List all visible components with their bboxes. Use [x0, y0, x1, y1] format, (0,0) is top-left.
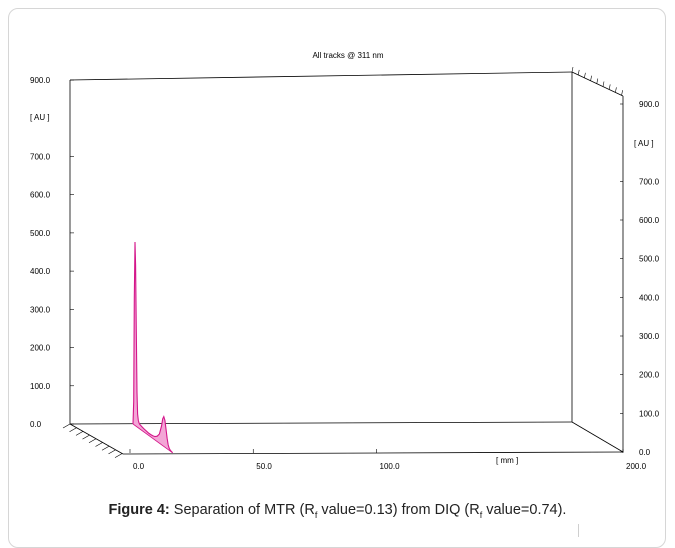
depth-tick-front — [82, 434, 90, 440]
left-tick-label: 100.0 — [30, 382, 51, 391]
left-tick-label: 200.0 — [30, 344, 51, 353]
left-tick-label: 900.0 — [30, 76, 51, 85]
depth-tick-back — [596, 78, 599, 84]
caption-divider — [578, 524, 579, 537]
caption-text-1: Separation of MTR (R — [173, 502, 315, 518]
caption-label: Figure 4: — [108, 502, 170, 518]
depth-tick-back — [621, 90, 623, 96]
left-axis-unit: [ AU ] — [30, 113, 50, 122]
depth-tick-back — [608, 84, 611, 90]
depth-tick-back — [602, 81, 605, 87]
depth-tick-back — [577, 69, 580, 75]
right-tick-label: 300.0 — [639, 332, 660, 341]
depth-tick-front — [95, 442, 103, 447]
left-tick-label: 600.0 — [30, 191, 51, 200]
caption-sub-2: f — [479, 509, 483, 520]
depth-tick-back — [590, 75, 592, 81]
right-tick-label: 100.0 — [639, 409, 660, 418]
series-group — [132, 241, 174, 454]
left-axis-ticks: 0.0 100.0 200.0 300.0 400.0 500.0 600.0 700.0 90… — [30, 76, 74, 429]
caption-text-2: value=0.13) from DIQ (R — [317, 502, 480, 518]
depth-tick-front — [69, 427, 77, 432]
right-tick-label: 700.0 — [639, 177, 660, 186]
right-tick-label: 0.0 — [639, 448, 651, 457]
right-axis-unit: [ AU ] — [634, 139, 654, 148]
caption-text-3: value=0.74). — [482, 502, 567, 518]
depth-tick-front — [75, 431, 84, 436]
right-tick-label: 600.0 — [639, 216, 660, 225]
right-tick-label: 200.0 — [639, 371, 660, 380]
depth-tick-front — [88, 438, 97, 444]
bottom-tick-label: 0.0 — [133, 462, 145, 471]
bottom-tick-label: 100.0 — [380, 462, 401, 471]
right-tick-label: 500.0 — [639, 255, 660, 264]
left-tick-label: 500.0 — [30, 229, 51, 238]
depth-ticks — [62, 66, 623, 458]
bottom-tick-label: 200.0 — [626, 462, 647, 471]
chart-title: All tracks @ 311 nm — [312, 51, 383, 60]
depth-tick-back — [571, 66, 574, 73]
series-baseline-0 — [132, 423, 173, 454]
x-axis-unit: [ mm ] — [496, 456, 518, 465]
left-tick-label: 400.0 — [30, 267, 51, 276]
depth-tick-front — [108, 449, 116, 455]
depth-tick-front — [114, 453, 123, 458]
figure-frame — [8, 8, 666, 548]
depth-tick-front — [101, 445, 110, 451]
depth-tick-back — [584, 72, 586, 78]
plot-box — [69, 71, 624, 455]
right-axis-ticks: 0.0 100.0 200.0 300.0 400.0 500.0 600.0 700.0 90… — [620, 100, 660, 457]
left-tick-label: 300.0 — [30, 305, 51, 314]
depth-tick-back — [615, 87, 617, 93]
right-tick-label: 900.0 — [639, 100, 660, 109]
bottom-axis-ticks: 0.0 50.0 100.0 200.0 — [129, 449, 647, 471]
figure-caption: Figure 4: Separation of MTR (Rf value=0.… — [0, 502, 675, 520]
densitogram-chart: All tracks @ 311 nm 0.0 100.0 200.0 300.0 40… — [30, 51, 660, 471]
depth-tick-front — [62, 423, 71, 429]
caption-sub-1: f — [314, 509, 318, 520]
left-tick-label: 700.0 — [30, 152, 51, 161]
left-tick-label: 0.0 — [30, 420, 42, 429]
bottom-tick-label: 50.0 — [256, 462, 272, 471]
right-tick-label: 400.0 — [639, 293, 660, 302]
series-line-0 — [132, 241, 174, 454]
